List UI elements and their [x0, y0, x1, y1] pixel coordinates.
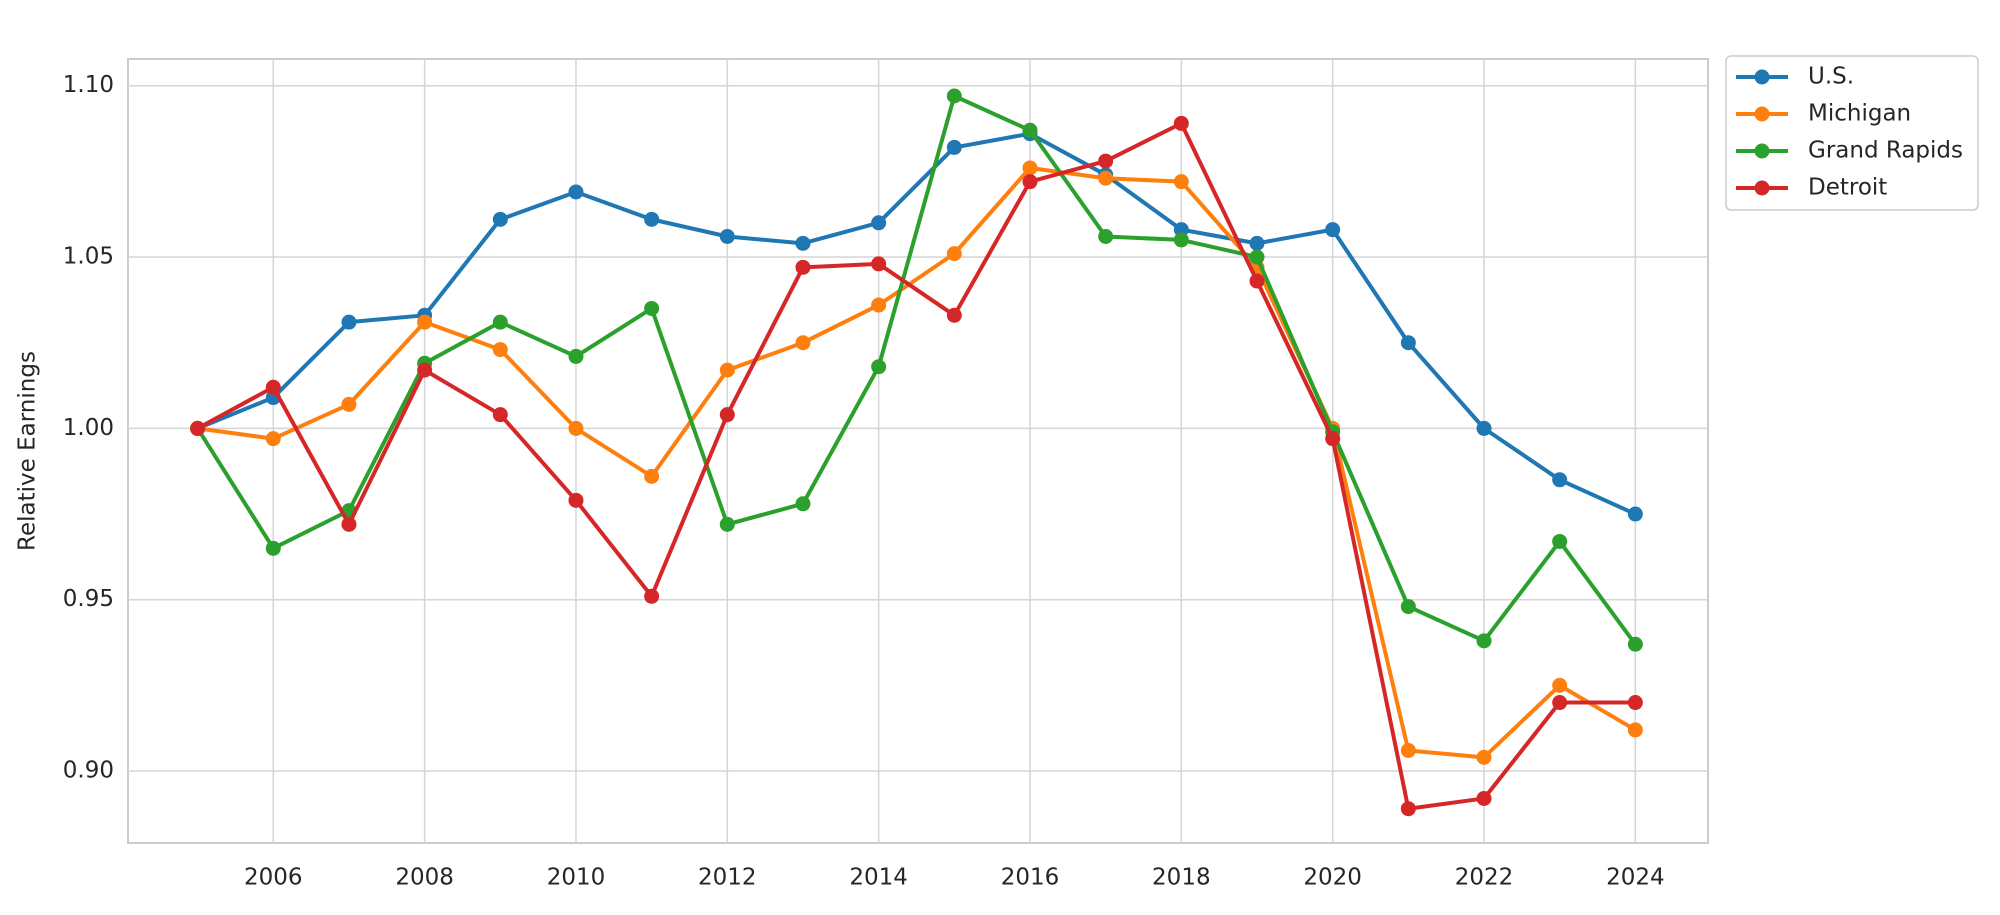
data-point	[871, 297, 887, 313]
legend-label: Detroit	[1808, 175, 1887, 201]
data-point	[1173, 115, 1189, 131]
data-point	[1476, 790, 1492, 806]
series-line	[196, 131, 1637, 516]
data-point	[644, 588, 660, 604]
data-point	[1022, 160, 1038, 176]
data-point	[1098, 228, 1114, 244]
data-point	[719, 407, 735, 423]
data-point	[1552, 533, 1568, 549]
data-point	[1627, 722, 1643, 738]
data-point	[1325, 431, 1341, 447]
data-point	[568, 420, 584, 436]
data-point	[644, 211, 660, 227]
x-tick-label: 2020	[1303, 865, 1362, 891]
data-point	[492, 407, 508, 423]
data-point	[1249, 249, 1265, 265]
data-point	[946, 246, 962, 262]
data-point	[1552, 472, 1568, 488]
data-point	[1022, 174, 1038, 190]
plot-area	[127, 58, 1709, 844]
data-point	[1400, 801, 1416, 817]
data-point	[341, 396, 357, 412]
series-line	[197, 165, 1637, 760]
data-point	[492, 211, 508, 227]
data-point	[1476, 420, 1492, 436]
x-tick-label: 2014	[849, 865, 908, 891]
y-tick-label: 1.10	[63, 72, 114, 98]
data-point	[1022, 122, 1038, 138]
data-point	[568, 492, 584, 508]
y-tick-label: 0.90	[63, 758, 114, 784]
data-point	[417, 314, 433, 330]
data-point	[1173, 174, 1189, 190]
data-point	[1476, 633, 1492, 649]
legend-label: Michigan	[1808, 101, 1911, 127]
y-tick-label: 0.95	[63, 586, 114, 612]
data-point	[795, 335, 811, 351]
data-point	[1476, 749, 1492, 765]
data-point	[341, 314, 357, 330]
data-point	[1552, 695, 1568, 711]
data-point	[1627, 695, 1643, 711]
data-point	[795, 496, 811, 512]
data-point	[1400, 335, 1416, 351]
y-tick-label: 1.00	[63, 415, 114, 441]
data-point	[1173, 222, 1189, 238]
data-point	[719, 228, 735, 244]
data-point	[568, 348, 584, 364]
data-point	[1098, 153, 1114, 169]
x-tick-label: 2022	[1455, 865, 1514, 891]
data-point	[946, 307, 962, 323]
x-tick-label: 2016	[1001, 865, 1060, 891]
data-point	[1249, 235, 1265, 251]
data-point	[1627, 636, 1643, 652]
data-point	[417, 362, 433, 378]
legend-marker	[1754, 106, 1770, 122]
legend-marker	[1754, 180, 1770, 196]
data-point	[644, 468, 660, 484]
legend-label: U.S.	[1808, 64, 1854, 90]
data-point	[1400, 742, 1416, 758]
legend-label: Grand Rapids	[1808, 138, 1963, 164]
data-point	[190, 420, 206, 436]
data-point	[1325, 222, 1341, 238]
x-tick-label: 2008	[395, 865, 454, 891]
legend-marker	[1754, 69, 1770, 85]
x-tick-label: 2024	[1606, 865, 1665, 891]
x-tick-label: 2006	[244, 865, 303, 891]
data-point	[1249, 273, 1265, 289]
data-point	[492, 342, 508, 358]
data-point	[795, 259, 811, 275]
data-point	[871, 256, 887, 272]
series-line	[195, 94, 1637, 646]
data-point	[644, 300, 660, 316]
data-point	[568, 184, 584, 200]
series-line	[196, 121, 1636, 811]
data-point	[1173, 232, 1189, 248]
x-tick-label: 2018	[1152, 865, 1211, 891]
data-point	[871, 215, 887, 231]
data-point	[265, 540, 281, 556]
data-point	[1627, 506, 1643, 522]
legend-box	[1725, 55, 1979, 211]
data-point	[871, 359, 887, 375]
data-point	[946, 139, 962, 155]
data-point	[265, 431, 281, 447]
legend-marker	[1754, 143, 1770, 159]
data-point	[1098, 170, 1114, 186]
x-tick-label: 2010	[547, 865, 606, 891]
data-point	[341, 516, 357, 532]
data-point	[795, 235, 811, 251]
y-tick-label: 1.05	[63, 244, 114, 270]
data-point	[719, 362, 735, 378]
data-point	[1400, 599, 1416, 615]
data-point	[719, 516, 735, 532]
x-tick-label: 2012	[698, 865, 757, 891]
data-point	[1552, 677, 1568, 693]
data-point	[946, 88, 962, 104]
y-axis-label: Relative Earnings	[15, 351, 41, 551]
data-point	[492, 314, 508, 330]
data-point	[265, 379, 281, 395]
